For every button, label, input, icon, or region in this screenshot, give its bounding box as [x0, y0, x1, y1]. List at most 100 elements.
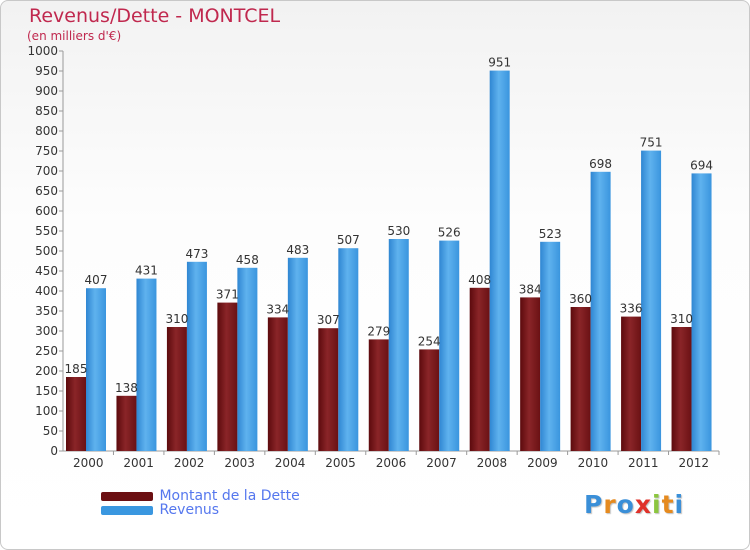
data-label-revenue: 751 — [640, 136, 663, 150]
chart-subtitle: (en milliers d'€) — [27, 29, 122, 43]
x-tick-label: 2010 — [578, 456, 609, 470]
legend: Montant de la Dette Revenus — [101, 488, 300, 518]
legend-item-debt: Montant de la Dette — [101, 488, 300, 504]
bar-revenue — [338, 248, 359, 451]
data-label-revenue: 526 — [438, 226, 461, 240]
chart-title: Revenus/Dette - MONTCEL — [29, 5, 281, 27]
legend-swatch-revenue — [101, 505, 153, 515]
legend-item-revenue: Revenus — [101, 502, 300, 518]
data-label-revenue: 530 — [387, 224, 410, 238]
bar-debt — [368, 339, 389, 451]
logo-letter: P — [584, 490, 604, 519]
data-label-debt: 185 — [65, 362, 88, 376]
x-tick-label: 2009 — [527, 456, 558, 470]
data-label-revenue: 407 — [85, 273, 108, 287]
bar-debt — [116, 395, 137, 451]
y-tick-label: 350 — [35, 304, 58, 318]
logo-letter: t — [661, 490, 675, 519]
x-tick-label: 2000 — [73, 456, 104, 470]
bar-revenue — [641, 150, 662, 451]
data-label-debt: 334 — [266, 302, 289, 316]
legend-label-debt: Montant de la Dette — [159, 488, 300, 504]
y-tick-label: 450 — [35, 264, 58, 278]
data-label-debt: 371 — [216, 288, 239, 302]
logo-letter: i — [674, 490, 685, 519]
bar-revenue — [287, 257, 308, 451]
data-labels-group: 185 407 138 431 310 473 371 458 334 483 307 507 279 5… — [65, 56, 713, 395]
x-tick-label: 2005 — [325, 456, 356, 470]
bar-debt — [520, 297, 541, 451]
y-tick-label: 1000 — [27, 44, 58, 58]
bar-revenue — [86, 288, 106, 451]
y-tick-label: 100 — [35, 404, 58, 418]
x-tick-label: 2003 — [224, 456, 255, 470]
y-tick-label: 200 — [35, 364, 58, 378]
y-tick-label: 800 — [35, 124, 58, 138]
x-tick-label: 2006 — [376, 456, 407, 470]
y-tick-label: 0 — [50, 444, 58, 458]
x-tick-label: 2008 — [477, 456, 508, 470]
logo-letter: i — [652, 490, 662, 519]
y-tick-label: 500 — [35, 244, 58, 258]
bar-revenue — [186, 261, 207, 451]
y-tick-label: 850 — [35, 104, 58, 118]
y-tick-label: 150 — [35, 384, 58, 398]
data-label-revenue: 431 — [135, 264, 158, 278]
data-label-debt: 408 — [468, 273, 491, 287]
bar-revenue — [540, 241, 561, 451]
data-label-revenue: 473 — [185, 247, 208, 261]
y-tick-label: 250 — [35, 344, 58, 358]
bar-debt — [621, 316, 642, 451]
y-tick-label: 750 — [35, 144, 58, 158]
y-tick-label: 50 — [43, 424, 58, 438]
x-tick-label: 2012 — [678, 456, 709, 470]
y-tick-label: 650 — [35, 184, 58, 198]
bars-group — [66, 70, 712, 452]
data-label-debt: 307 — [317, 313, 340, 327]
y-tick-label: 400 — [35, 284, 58, 298]
bar-debt — [570, 307, 591, 451]
data-label-debt: 336 — [620, 302, 643, 316]
y-tick-label: 900 — [35, 84, 58, 98]
bar-debt — [66, 377, 86, 451]
bar-revenue — [691, 173, 712, 451]
data-label-revenue: 951 — [488, 56, 511, 70]
x-tick-label: 2002 — [174, 456, 205, 470]
data-label-debt: 360 — [569, 292, 592, 306]
x-tick-label: 2007 — [426, 456, 457, 470]
data-label-debt: 254 — [418, 334, 441, 348]
logo-letter: x — [634, 490, 652, 519]
bar-revenue — [439, 240, 460, 451]
x-tick-label: 2011 — [628, 456, 659, 470]
bar-debt — [419, 349, 440, 451]
data-label-debt: 310 — [165, 312, 188, 326]
bar-debt — [469, 287, 490, 451]
x-tick-label: 2001 — [123, 456, 154, 470]
data-label-debt: 279 — [367, 324, 390, 338]
data-label-debt: 384 — [519, 282, 542, 296]
y-tick-label: 550 — [35, 224, 58, 238]
data-label-revenue: 694 — [690, 158, 713, 172]
x-tick-label: 2004 — [275, 456, 306, 470]
data-label-debt: 310 — [670, 312, 693, 326]
legend-label-revenue: Revenus — [159, 502, 220, 518]
data-label-debt: 138 — [115, 381, 138, 395]
bar-debt — [217, 302, 238, 451]
bar-revenue — [388, 239, 409, 451]
data-label-revenue: 698 — [589, 157, 612, 171]
bar-debt — [166, 327, 187, 451]
bar-debt — [671, 327, 692, 451]
y-tick-label: 600 — [35, 204, 58, 218]
y-tick-label: 950 — [35, 64, 58, 78]
bar-revenue — [136, 278, 157, 451]
data-label-revenue: 458 — [236, 253, 259, 267]
logo-letter: r — [603, 490, 617, 519]
logo-letter: o — [616, 490, 635, 519]
data-label-revenue: 507 — [337, 233, 360, 247]
y-tick-label: 300 — [35, 324, 58, 338]
bar-debt — [267, 317, 288, 451]
y-tick-label: 700 — [35, 164, 58, 178]
bar-revenue — [237, 267, 258, 451]
